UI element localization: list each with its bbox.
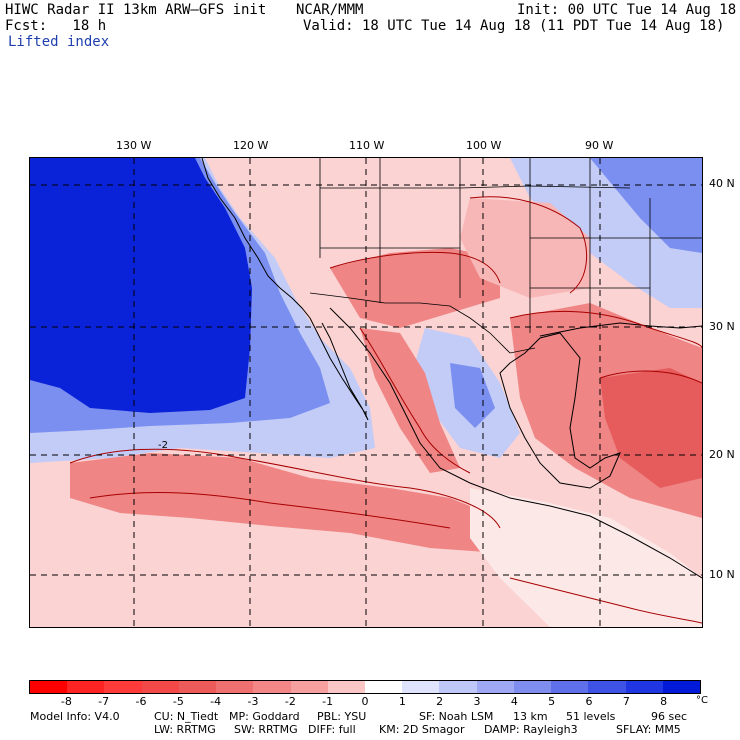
colorbar-tick-label: 0 <box>361 695 369 708</box>
colorbar-swatch <box>290 681 328 693</box>
colorbar-tick-label: 2 <box>436 695 444 708</box>
lat-label-10n: 10 N <box>709 568 735 581</box>
political-borders <box>309 158 702 354</box>
colorbar-swatch <box>30 681 68 693</box>
plains-unstable-region <box>460 198 590 298</box>
colorbar-unit: °C <box>696 695 708 706</box>
contour-line-8 <box>509 577 702 624</box>
state-border-5 <box>320 185 631 189</box>
surface-scheme: SF: Noah LSM <box>419 710 494 723</box>
colorbar-swatch <box>364 681 403 693</box>
central-america-neutral-strip <box>470 488 702 627</box>
colorbar-tick-label: 7 <box>622 695 630 708</box>
lon-label-100w: 100 W <box>466 139 502 152</box>
sierra-madre-unstable-region <box>360 328 460 473</box>
southwest-us-unstable-region <box>330 248 500 328</box>
colorbar-tick-label: 1 <box>398 695 406 708</box>
pbl-scheme: PBL: YSU <box>317 710 367 723</box>
us-west-coast <box>201 158 311 319</box>
model-title: HIWC Radar II 13km ARW–GFS init <box>5 2 267 18</box>
colorbar-tick-label: -3 <box>247 695 259 708</box>
colorbar-swatch <box>253 681 291 693</box>
mexico-plateau-core-region <box>450 363 495 428</box>
gulf-strong-unstable-region <box>600 368 702 488</box>
map-canvas: -2 <box>30 158 702 627</box>
colorbar-swatch <box>104 681 142 693</box>
contour-line-6 <box>469 196 588 294</box>
field-name: Lifted index <box>8 34 110 50</box>
colorbar-swatch <box>402 681 440 693</box>
surface-layer-scheme: SFLAY: MM5 <box>616 723 681 736</box>
diffusion-option: DIFF: full <box>308 723 356 736</box>
colorbar <box>29 680 701 694</box>
shortwave-scheme: SW: RRTMG <box>234 723 298 736</box>
contour-line-4 <box>509 310 702 349</box>
us-mexico-border <box>309 292 536 354</box>
contour-label: -2 <box>158 440 168 451</box>
northeast-deeper-stable-region <box>590 158 702 253</box>
colorbar-tick-label: -2 <box>284 695 296 708</box>
grid-resolution: 13 km <box>513 710 548 723</box>
lat-label-30n: 30 N <box>709 320 735 333</box>
lat-label-20n: 20 N <box>709 448 735 461</box>
colorbar-tick-label: -6 <box>135 695 147 708</box>
model-info: Model Info: V4.0 <box>30 710 120 723</box>
gulf-coast-us <box>539 322 702 337</box>
coastlines <box>201 158 702 579</box>
cumulus-scheme: CU: N_Tiedt <box>154 710 219 723</box>
mexico-pacific-coast <box>329 307 702 579</box>
colorbar-tick-label: 8 <box>660 695 668 708</box>
colorbar-swatch <box>662 681 700 693</box>
colorbar-tick-label: -5 <box>172 695 184 708</box>
valid-time: Valid: 18 UTC Tue 14 Aug 18 (11 PDT Tue … <box>303 18 725 34</box>
tropical-pacific-unstable-region <box>70 453 500 553</box>
init-time: Init: 00 UTC Tue 14 Aug 18 <box>517 2 737 18</box>
contour-line-3 <box>359 327 471 474</box>
colorbar-tick-label: -7 <box>98 695 110 708</box>
lifted-index-contours <box>69 196 702 624</box>
microphysics-scheme: MP: Goddard <box>229 710 300 723</box>
lifted-index-map[interactable]: -2 <box>29 157 703 628</box>
contour-line-2 <box>89 492 451 529</box>
colorbar-swatch <box>588 681 626 693</box>
gulf-of-mexico-coast <box>499 332 621 489</box>
forecast-hour: Fcst: 18 h <box>5 18 107 34</box>
eddy-scheme: KM: 2D Smagor <box>379 723 465 736</box>
lon-label-120w: 120 W <box>233 139 269 152</box>
longwave-scheme: LW: RRTMG <box>154 723 216 736</box>
colorbar-swatch <box>141 681 179 693</box>
colorbar-swatch <box>216 681 254 693</box>
lat-lon-grid <box>30 158 702 627</box>
colorbar-tick-label: 4 <box>510 695 518 708</box>
contour-line-1 <box>69 448 501 529</box>
lat-label-40n: 40 N <box>709 177 735 190</box>
colorbar-tick-label: -8 <box>60 695 72 708</box>
colorbar-swatch <box>178 681 217 693</box>
damping-option: DAMP: Rayleigh3 <box>484 723 578 736</box>
organization: NCAR/MMM <box>296 2 364 18</box>
colorbar-swatch <box>625 681 663 693</box>
colorbar-tick-label: -4 <box>210 695 222 708</box>
colorbar-swatch <box>476 681 514 693</box>
colorbar-swatch <box>439 681 477 693</box>
lon-label-90w: 90 W <box>585 139 614 152</box>
colorbar-swatch <box>513 681 552 693</box>
colorbar-tick-label: -1 <box>322 695 334 708</box>
colorbar-tick-label: 5 <box>548 695 556 708</box>
colorbar-swatch <box>327 681 365 693</box>
colorbar-swatch <box>551 681 589 693</box>
vertical-levels: 51 levels <box>566 710 616 723</box>
lon-label-110w: 110 W <box>349 139 385 152</box>
contour-line-7 <box>329 251 501 284</box>
lon-label-130w: 130 W <box>116 139 152 152</box>
pacific-strong-stable-region <box>30 158 252 413</box>
time-step: 96 sec <box>651 710 688 723</box>
contour-line-5 <box>599 370 702 384</box>
colorbar-swatch <box>67 681 105 693</box>
colorbar-tick-label: 6 <box>585 695 593 708</box>
colorbar-tick-label: 3 <box>473 695 481 708</box>
